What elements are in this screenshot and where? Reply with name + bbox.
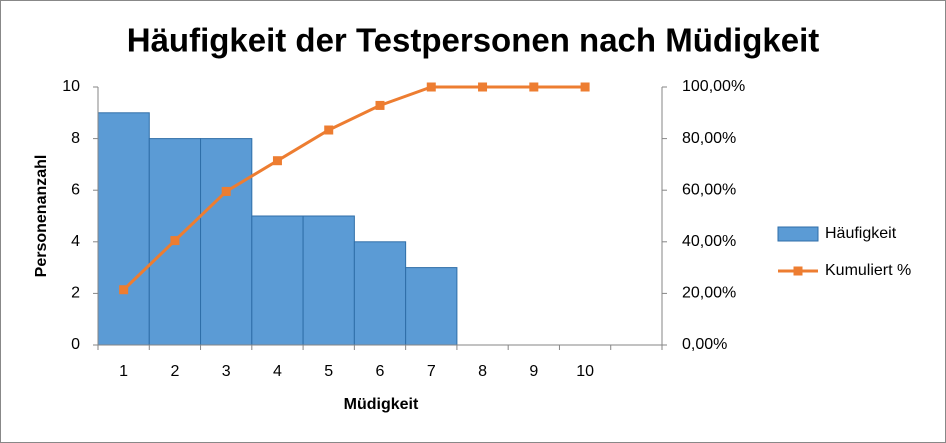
- x-tick-label: 3: [222, 363, 231, 380]
- legend-swatch: [777, 226, 819, 242]
- y-tick-label: 0: [71, 336, 80, 353]
- y-tick-label: 8: [71, 130, 80, 147]
- legend-marker: [793, 266, 803, 276]
- line-marker: [529, 82, 539, 92]
- y2-tick-label: 80,00%: [682, 130, 736, 147]
- x-tick-label: 8: [478, 363, 487, 380]
- line-marker: [221, 186, 231, 196]
- x-tick-label: 4: [273, 363, 282, 380]
- x-tick-label: 1: [119, 363, 128, 380]
- line-marker: [170, 236, 180, 246]
- bar: [97, 112, 150, 346]
- x-tick-label: 2: [170, 363, 179, 380]
- x-axis-label: Müdigkeit: [344, 396, 419, 413]
- y2-tick-label: 20,00%: [682, 285, 736, 302]
- y2-tick-label: 0,00%: [682, 336, 727, 353]
- bar: [353, 241, 407, 346]
- x-tick-label: 7: [427, 363, 436, 380]
- y2-tick-label: 60,00%: [682, 181, 736, 198]
- legend-label: Kumuliert %: [825, 262, 911, 279]
- y-tick-label: 2: [71, 285, 80, 302]
- legend-label: Häufigkeit: [825, 225, 897, 242]
- line-marker: [375, 100, 385, 110]
- bar: [251, 215, 304, 346]
- line-marker: [426, 82, 436, 92]
- x-tick-label: 9: [529, 363, 538, 380]
- y-axis-label: Personenanzahl: [33, 155, 50, 278]
- line-marker: [478, 82, 488, 92]
- y2-tick-label: 100,00%: [682, 78, 745, 95]
- y-tick-label: 10: [62, 78, 80, 95]
- line-marker: [272, 156, 282, 166]
- line-marker: [580, 82, 590, 92]
- x-tick-label: 5: [324, 363, 333, 380]
- x-tick-label: 10: [576, 363, 594, 380]
- y2-tick-label: 40,00%: [682, 233, 736, 250]
- x-tick-label: 6: [376, 363, 385, 380]
- bar: [405, 267, 458, 346]
- bar: [200, 138, 253, 346]
- chart-title: Häufigkeit der Testpersonen nach Müdigke…: [127, 22, 820, 59]
- bar: [302, 215, 355, 346]
- y-tick-label: 6: [71, 181, 80, 198]
- y-tick-label: 4: [71, 233, 80, 250]
- line-marker: [324, 125, 334, 135]
- line-marker: [119, 285, 129, 295]
- line: [122, 85, 586, 291]
